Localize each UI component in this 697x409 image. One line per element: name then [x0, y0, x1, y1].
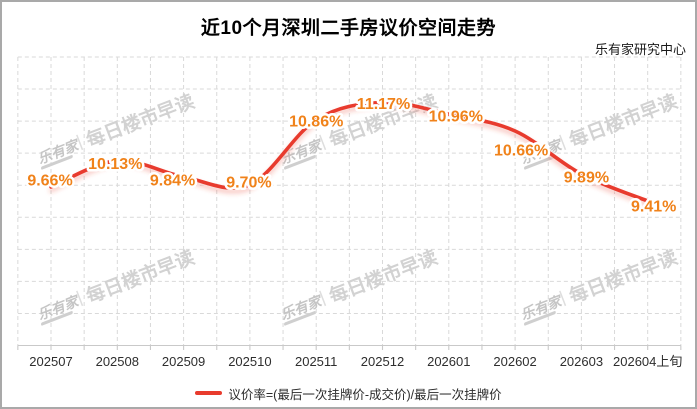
watermark-separator	[76, 290, 84, 307]
watermark-logo-underline	[41, 155, 73, 170]
watermark-separator	[559, 134, 567, 151]
watermark-logo-underline	[284, 311, 316, 326]
x-axis-label: 202602	[493, 354, 536, 369]
watermark-separator	[319, 290, 327, 307]
x-axis-label: 202512	[361, 354, 404, 369]
watermark-separator	[559, 290, 567, 307]
x-axis-label: 202510	[228, 354, 271, 369]
x-axis-label: 202603	[560, 354, 603, 369]
legend: 议价率=(最后一次挂牌价-成交价)/最后一次挂牌价	[2, 382, 695, 404]
data-label: 9.70%	[226, 174, 271, 191]
x-axis-label: 202511	[295, 354, 337, 369]
source-label: 乐有家研究中心	[594, 42, 686, 57]
data-label: 9.89%	[564, 170, 609, 187]
legend-line-swatch	[195, 391, 223, 395]
x-axis-label: 202604上旬	[613, 354, 682, 369]
watermark-logo-underline	[524, 311, 556, 326]
x-axis-label: 202509	[162, 354, 205, 369]
data-label: 9.41%	[631, 199, 676, 216]
data-labels: 9.66% 10.13% 9.84% 9.70% 10.86% 11.17% 10.96% 1…	[25, 93, 679, 218]
data-label: 10.86%	[289, 113, 343, 130]
series-line	[49, 100, 650, 203]
chart-title: 近10个月深圳二手房议价空间走势	[200, 18, 497, 39]
watermark-logo-underline	[524, 155, 556, 170]
data-label: 11.17%	[357, 96, 410, 113]
watermark-separator	[319, 134, 327, 151]
x-axis-label: 202508	[96, 354, 139, 369]
watermark-text: 每日楼市早读	[326, 246, 441, 308]
data-label: 10.66%	[494, 143, 548, 160]
x-axis-label: 202507	[29, 354, 72, 369]
data-label: 10.96%	[429, 109, 483, 126]
data-label: 10.13%	[88, 156, 142, 173]
watermark-text: 每日楼市早读	[566, 246, 681, 308]
x-axis	[17, 344, 682, 350]
watermark-text: 每日楼市早读	[83, 246, 198, 308]
data-label: 9.66%	[27, 173, 72, 190]
watermark-logo-underline	[284, 155, 316, 170]
legend-label: 议价率=(最后一次挂牌价-成交价)/最后一次挂牌价	[228, 387, 502, 402]
watermark: 乐有家 每日楼市早读	[518, 246, 681, 326]
x-axis-label: 202601	[427, 354, 470, 369]
x-axis-labels: 202507 202508 202509 202510 202511 202512 2026…	[29, 354, 682, 369]
watermark-logo-underline	[41, 311, 73, 326]
watermark: 乐有家 每日楼市早读	[35, 246, 198, 326]
watermark-separator	[76, 134, 84, 151]
data-label: 9.84%	[150, 172, 195, 189]
watermark: 乐有家 每日楼市早读	[278, 246, 441, 326]
